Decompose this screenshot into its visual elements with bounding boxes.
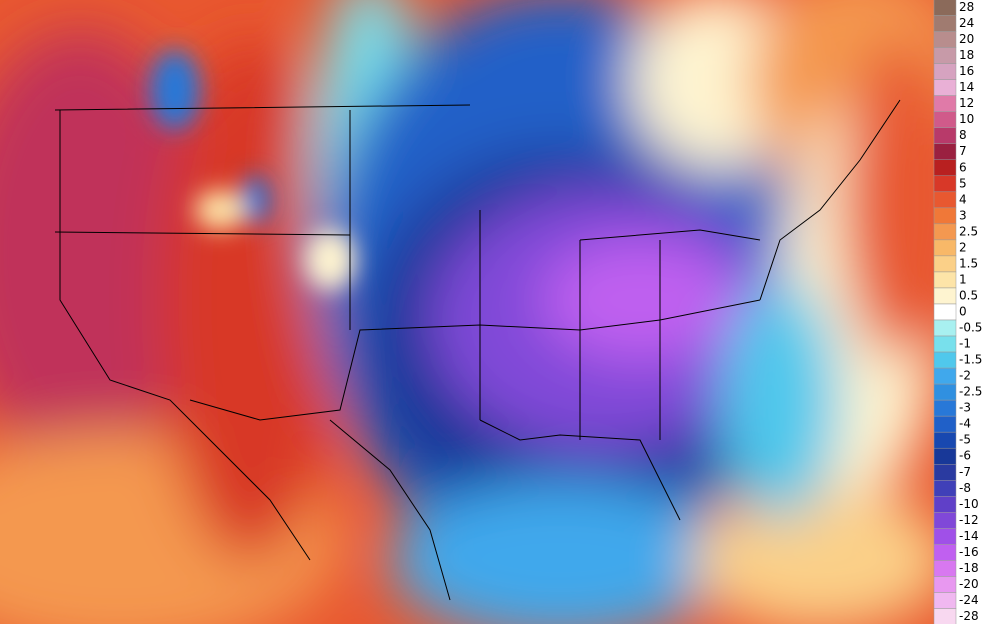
colorbar-label: 7: [959, 144, 967, 158]
colorbar-swatch: [933, 63, 957, 80]
colorbar-label: -8: [959, 481, 971, 495]
colorbar-swatch: [933, 592, 957, 609]
colorbar-label: 0: [959, 305, 967, 319]
colorbar-label: 16: [959, 64, 974, 78]
colorbar-label: -10: [959, 497, 979, 511]
colorbar-label: 18: [959, 48, 974, 62]
colorbar-swatch: [933, 528, 957, 545]
colorbar-label: 12: [959, 96, 974, 110]
borders: [54, 99, 901, 601]
colorbar-swatch: [933, 127, 957, 144]
colorbar-swatch: [933, 560, 957, 577]
colorbar-swatch: [933, 175, 957, 193]
colorbar-label: 14: [959, 80, 974, 94]
colorbar-swatch: [933, 31, 957, 48]
colorbar-label: -12: [959, 513, 979, 527]
colorbar-swatch: [933, 367, 957, 385]
colorbar-label: -1: [959, 337, 971, 351]
colorbar-label: 20: [959, 32, 974, 46]
colorbar-label: 8: [959, 128, 967, 142]
colorbar-label: -6: [959, 449, 971, 463]
colorbar-swatch: [933, 287, 957, 305]
colorbar-label: 1: [959, 272, 967, 286]
colorbar-label: 2.5: [959, 224, 978, 238]
colorbar-swatch: [933, 239, 957, 257]
colorbar-swatch: [933, 223, 957, 241]
map: [0, 0, 970, 628]
colorbar-swatch: [933, 15, 957, 32]
colorbar-swatch: [933, 159, 957, 177]
colorbar-swatch: [933, 608, 957, 625]
colorbar-swatch: [933, 0, 957, 16]
colorbar-label: -5: [959, 433, 971, 447]
colorbar-swatch: [933, 191, 957, 209]
temperature-field: [0, 0, 970, 628]
colorbar-label: -28: [959, 609, 979, 623]
colorbar-swatch: [933, 576, 957, 593]
colorbar-swatch: [933, 496, 957, 513]
colorbar-label: -14: [959, 529, 979, 543]
colorbar-label: -20: [959, 577, 979, 591]
colorbar-swatch: [933, 319, 957, 337]
colorbar-label: -0.5: [959, 321, 982, 335]
colorbar-label: -16: [959, 545, 979, 559]
colorbar-swatch: [933, 447, 957, 465]
colorbar: 28 24 20 18 16 14 12 10 8 7 6 5 4 3 2.5 2 1.5 1 0.5 0 -0.5 -1…: [933, 0, 990, 625]
colorbar-swatch: [933, 271, 957, 289]
colorbar-swatch: [933, 79, 957, 96]
colorbar-label: 4: [959, 192, 967, 206]
colorbar-swatch: [933, 431, 957, 449]
colorbar-label: -24: [959, 593, 979, 607]
colorbar-label: -1.5: [959, 353, 982, 367]
colorbar-swatch: [933, 480, 957, 497]
colorbar-swatch: [933, 143, 957, 160]
colorbar-swatch: [933, 111, 957, 128]
colorbar-label: 24: [959, 16, 974, 30]
colorbar-swatch: [933, 544, 957, 561]
colorbar-label: 10: [959, 112, 974, 126]
colorbar-swatch: [933, 383, 957, 401]
colorbar-label: 3: [959, 208, 967, 222]
mountain-cold-patches: [150, 50, 355, 290]
colorbar-label: 6: [959, 160, 967, 174]
colorbar-swatch: [933, 351, 957, 369]
colorbar-label: -3: [959, 401, 971, 415]
colorbar-swatch: [933, 335, 957, 353]
colorbar-swatch: [933, 95, 957, 112]
colorbar-swatch: [933, 47, 957, 64]
colorbar-label: 2: [959, 240, 967, 254]
colorbar-swatch: [933, 464, 957, 481]
colorbar-label: -2.5: [959, 385, 982, 399]
colorbar-label: 5: [959, 176, 967, 190]
colorbar-label: -4: [959, 417, 971, 431]
colorbar-swatch: [933, 415, 957, 433]
colorbar-label: 1.5: [959, 256, 978, 270]
colorbar-swatch: [933, 399, 957, 417]
colorbar-label: 0.5: [959, 288, 978, 302]
colorbar-label: -18: [959, 561, 979, 575]
colorbar-swatch: [933, 255, 957, 273]
colorbar-label: 28: [959, 0, 974, 14]
colorbar-swatch: [933, 303, 957, 321]
colorbar-swatch: [933, 207, 957, 225]
colorbar-label: -2: [959, 369, 971, 383]
colorbar-swatch: [933, 512, 957, 529]
colorbar-label: -7: [959, 465, 971, 479]
